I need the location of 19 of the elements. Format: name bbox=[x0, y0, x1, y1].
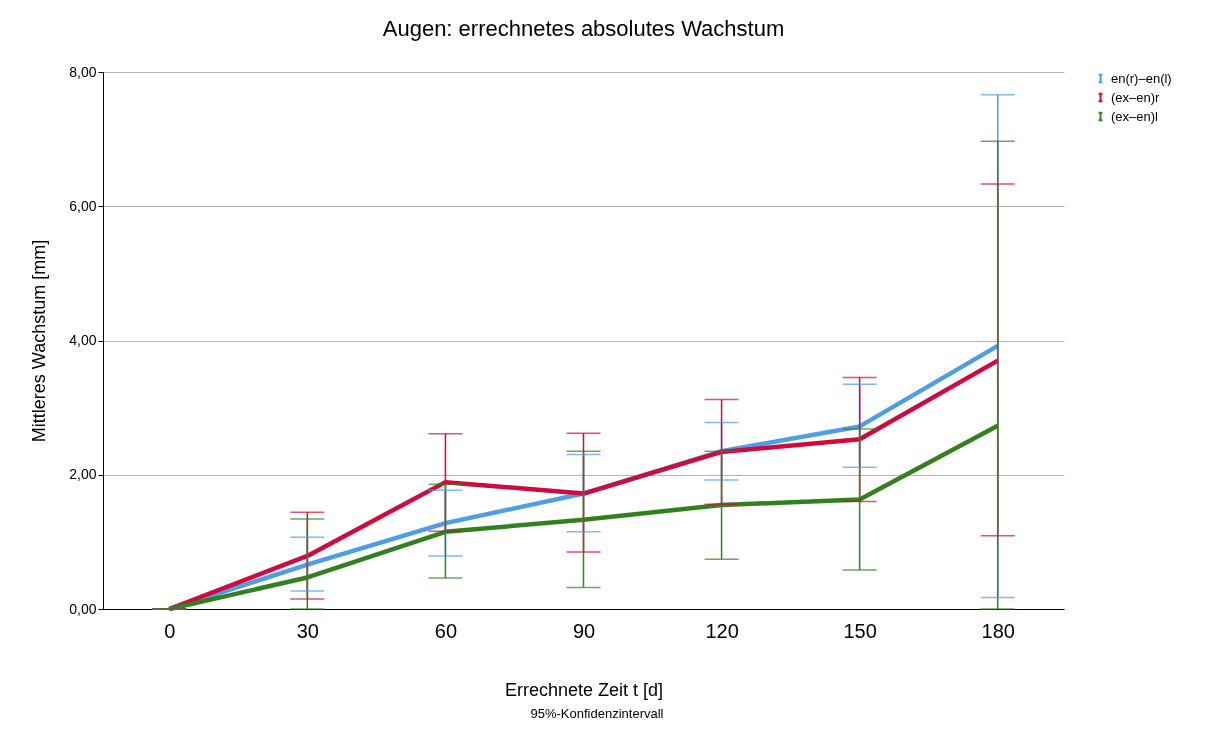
y-tick-label: 4,00 bbox=[69, 332, 97, 348]
x-tick-label: 60 bbox=[434, 619, 458, 642]
legend-label: (ex–en)l bbox=[1111, 108, 1159, 124]
x-tick-label: 180 bbox=[981, 619, 1015, 642]
x-tick-label: 120 bbox=[705, 619, 739, 642]
x-tick-label: 150 bbox=[843, 619, 877, 642]
y-axis-title: Mittleres Wachstum [mm] bbox=[29, 239, 50, 443]
x-tick-label: 90 bbox=[572, 619, 596, 642]
x-tick-label: 0 bbox=[164, 619, 176, 642]
legend-label: (ex–en)r bbox=[1111, 89, 1161, 105]
y-tick-label: 0,00 bbox=[69, 600, 97, 617]
legend-label: en(r)–en(l) bbox=[1111, 70, 1172, 86]
x-axis-title: Errechnete Zeit t [d] bbox=[504, 679, 664, 700]
y-tick-label: 6,00 bbox=[69, 197, 97, 214]
y-tick-label: 8,00 bbox=[69, 63, 97, 80]
chart-title: Augen: errechnetes absolutes Wachstum bbox=[382, 16, 785, 41]
x-tick-label: 30 bbox=[296, 619, 319, 642]
text: 95%-Konfidenzintervall bbox=[529, 706, 665, 721]
y-tick-label: 2,00 bbox=[69, 466, 97, 483]
